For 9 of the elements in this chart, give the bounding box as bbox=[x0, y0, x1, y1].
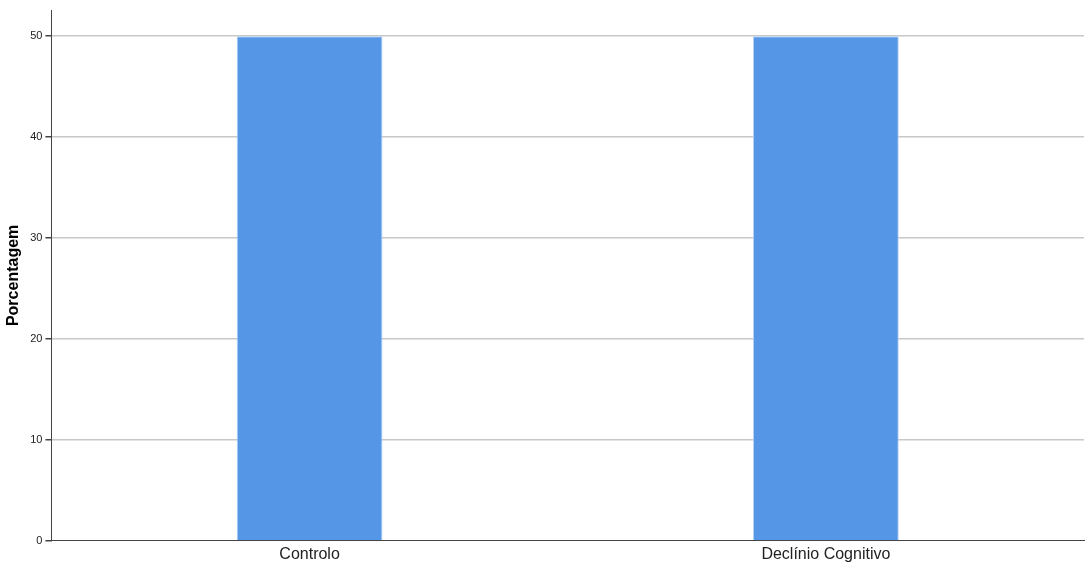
x-tick-label: Declínio Cognitivo bbox=[761, 544, 891, 562]
y-tick-label: 10 bbox=[30, 432, 43, 445]
y-axis-title: Porcentagem bbox=[4, 224, 22, 327]
y-tick-label: 50 bbox=[30, 29, 43, 42]
y-tick-label: 0 bbox=[36, 533, 43, 546]
x-tick-label: Controlo bbox=[279, 544, 340, 562]
y-tick-label: 30 bbox=[30, 231, 43, 244]
y-tick-label: 40 bbox=[30, 130, 43, 143]
y-tick-label: 20 bbox=[30, 332, 43, 345]
